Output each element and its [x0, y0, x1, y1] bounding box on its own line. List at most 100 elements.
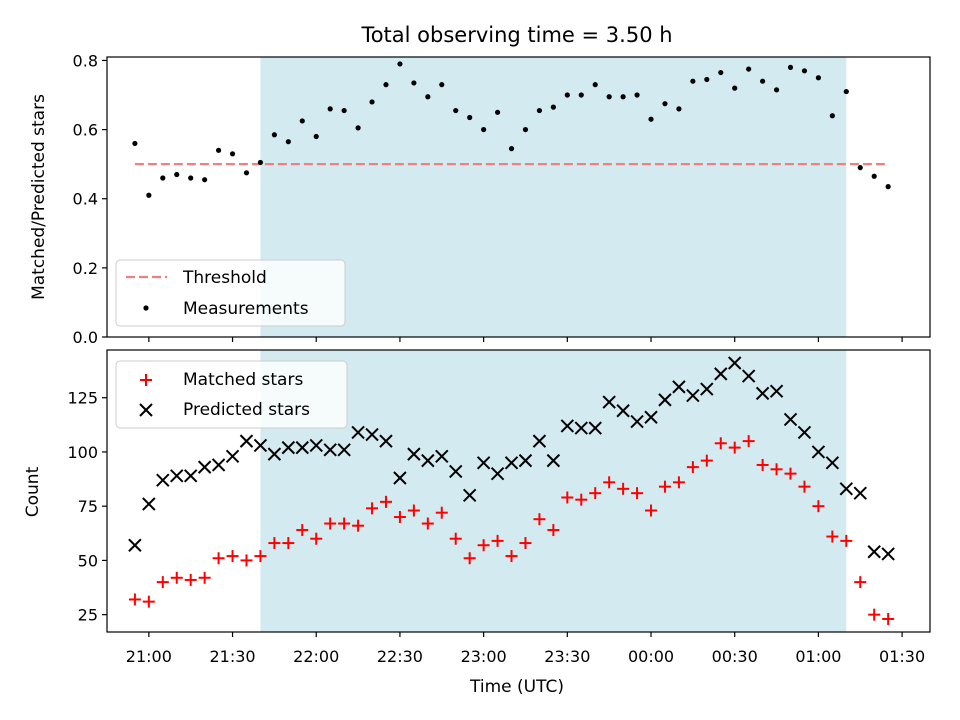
measurement-point: [285, 139, 291, 145]
measurement-point: [146, 192, 152, 198]
measurement-point: [550, 104, 556, 110]
count-panel: 25 50 75 100 125 21:00 21:30 22:00 22:30 23:00 23…: [23, 349, 931, 697]
measurement-point: [299, 118, 305, 124]
top-axes-frame: [106, 56, 931, 338]
predicted-star-point: [588, 421, 602, 435]
predicted-star-point: [672, 380, 686, 394]
predicted-star-point: [337, 443, 351, 457]
predicted-star-point: [435, 449, 449, 463]
count-points: [128, 356, 895, 625]
predicted-star-point: [644, 410, 658, 424]
matched-star-point: [868, 608, 881, 621]
matched-star-point: [170, 571, 183, 584]
predicted-star-point: [365, 427, 379, 442]
matched-star-point: [449, 532, 462, 545]
predicted-star-point: [267, 447, 282, 461]
top-y-tick-label: 0.8: [73, 51, 98, 70]
measurement-point: [411, 80, 417, 86]
bottom-x-ticks: 21:00 21:30 22:00 22:30 23:00 23:30 00:00 00:30…: [126, 632, 925, 666]
matched-star-point: [714, 437, 727, 450]
measurement-point: [522, 126, 529, 133]
legend-matched-label: Matched stars: [183, 370, 303, 390]
matched-star-point: [882, 612, 895, 625]
matched-star-point: [631, 487, 644, 500]
predicted-star-point: [616, 404, 630, 418]
measurement-point: [564, 92, 570, 98]
matched-star-point: [310, 532, 323, 545]
matched-star-point: [826, 530, 839, 543]
predicted-star-point: [769, 384, 784, 398]
measurement-point: [676, 106, 682, 112]
legend-matched-swatch: [140, 374, 152, 386]
matched-star-point: [742, 435, 755, 448]
chart-title: Total observing time = 3.50 h: [360, 23, 672, 47]
x-tick-label: 22:30: [377, 647, 423, 666]
measurement-point: [592, 82, 598, 88]
predicted-star-point: [309, 438, 323, 453]
bottom-y-ticks: 25 50 75 100 125: [67, 389, 107, 625]
measurement-point: [439, 82, 445, 88]
x-axis-label: Time (UTC): [469, 677, 564, 697]
matched-star-point: [812, 500, 825, 513]
measurement-point: [229, 151, 236, 157]
predicted-star-point: [183, 469, 198, 483]
measurement-point: [815, 75, 822, 81]
predicted-star-point: [323, 443, 337, 457]
predicted-star-point: [239, 434, 254, 448]
bottom-y-tick-label: 25: [78, 606, 98, 625]
measurement-point: [271, 132, 277, 138]
matched-star-point: [617, 482, 630, 495]
legend-measurements-label: Measurements: [183, 299, 309, 319]
matched-star-point: [505, 550, 518, 563]
legend-predicted-label: Predicted stars: [183, 400, 310, 420]
matched-star-point: [324, 517, 337, 530]
matched-star-point: [282, 537, 295, 550]
predicted-star-point: [225, 449, 240, 463]
matched-star-point: [770, 463, 783, 476]
measurement-point: [704, 76, 710, 83]
x-tick-label: 23:30: [544, 647, 590, 666]
predicted-star-point: [407, 447, 421, 461]
measurement-point: [648, 116, 654, 122]
matched-star-point: [212, 552, 225, 565]
measurement-point: [606, 94, 612, 100]
predicted-star-point: [532, 434, 547, 448]
matched-star-point: [854, 576, 867, 589]
measurement-point: [160, 175, 166, 181]
predicted-star-point: [867, 545, 881, 559]
predicted-star-point: [142, 497, 156, 511]
predicted-star-point: [449, 464, 463, 479]
matched-star-point: [379, 495, 392, 508]
predicted-star-point: [797, 425, 812, 440]
bottom-legend-box: [115, 360, 348, 429]
predicted-star-point: [421, 453, 435, 468]
bottom-y-tick-label: 125: [67, 389, 98, 408]
matched-star-point: [142, 595, 155, 608]
matched-star-point: [658, 480, 671, 493]
top-y-tick-label: 0.6: [73, 121, 98, 140]
matched-star-point: [589, 487, 602, 500]
measurement-point: [620, 94, 626, 100]
matched-star-point: [603, 476, 616, 489]
measurement-point: [257, 159, 264, 166]
predicted-star-point: [211, 458, 226, 472]
top-y-tick-label: 0.0: [73, 328, 98, 347]
measurement-point: [787, 64, 794, 70]
matched-star-point: [435, 506, 448, 519]
predicted-star-point: [825, 456, 840, 470]
predicted-star-point: [560, 419, 575, 433]
matched-star-point: [463, 552, 476, 565]
matched-star-point: [519, 537, 532, 550]
measurement-point: [536, 107, 543, 114]
bottom-axes-frame: [106, 349, 931, 633]
measurement-point: [508, 146, 515, 152]
matched-star-point: [338, 517, 351, 530]
predicted-star-point: [476, 456, 491, 470]
matched-star-point: [491, 534, 504, 547]
matched-star-point: [533, 513, 546, 526]
matched-star-point: [352, 519, 365, 532]
measurement-point: [746, 66, 752, 72]
predicted-star-point: [755, 386, 770, 401]
predicted-star-point: [839, 482, 854, 496]
